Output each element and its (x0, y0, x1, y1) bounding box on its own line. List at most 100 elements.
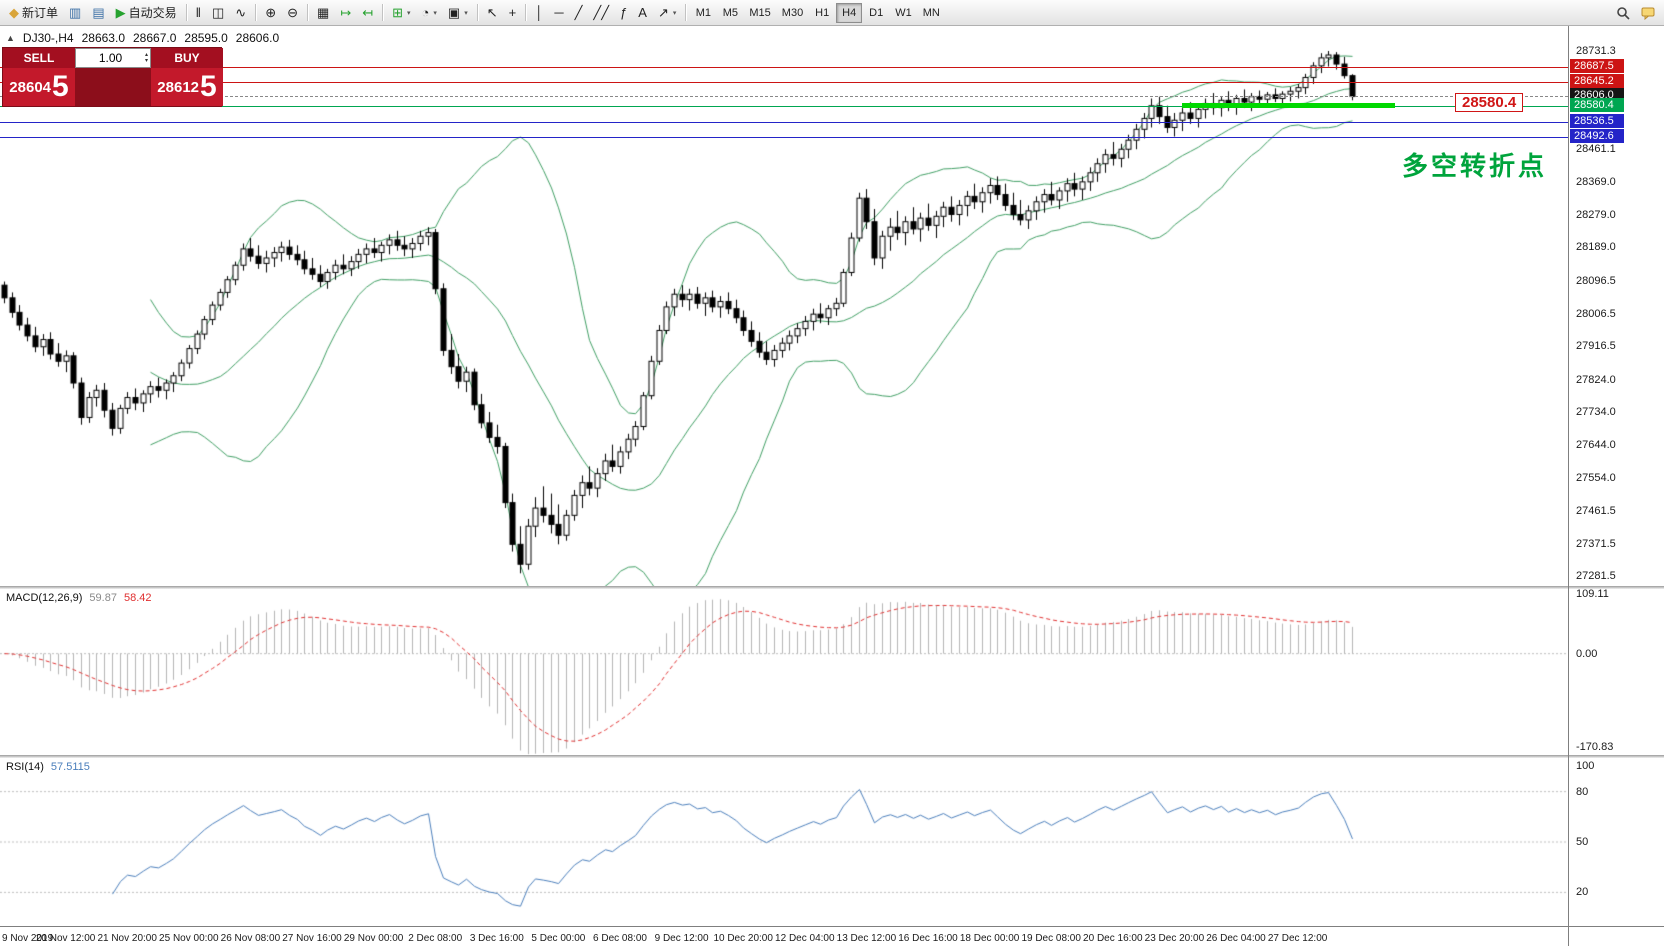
ohlc-close: 28606.0 (235, 31, 280, 45)
price-axis: 28731.3 28461.1 28369.0 28279.0 28189.0 28096… (1568, 26, 1664, 946)
hline-28687.5[interactable] (0, 66, 1568, 68)
chart-shift-button[interactable]: ↤ (357, 2, 378, 23)
tile-windows-icon: ▦ (317, 5, 330, 20)
time-label: 26 Dec 04:00 (1206, 933, 1266, 944)
key-level-segment[interactable] (1182, 103, 1395, 108)
volume-input[interactable] (76, 51, 145, 65)
time-label: 5 Dec 00:00 (531, 933, 586, 944)
bars-chart-icon: ‖ (195, 5, 201, 20)
sell-price-main: 28604 (9, 78, 52, 96)
time-label: 23 Dec 20:00 (1144, 933, 1205, 944)
price-chart-canvas[interactable] (0, 26, 1568, 586)
rsi-value: 57.5115 (50, 761, 90, 773)
timeframe-button-mn[interactable]: MN (918, 3, 945, 23)
time-label: 25 Nov 00:00 (159, 933, 219, 944)
one-click-divider (75, 68, 151, 106)
axis-label: 28369.0 (1576, 176, 1616, 189)
buy-price-big: 5 (200, 70, 217, 103)
axis-tag-28492.6: 28492.6 (1570, 129, 1624, 144)
annotation-text[interactable]: 多空转折点 (1402, 151, 1548, 181)
tile-windows-button[interactable]: ▦ (312, 2, 334, 23)
axis-tag-28580.4: 28580.4 (1570, 97, 1624, 112)
market-watch-icon: ▤ (92, 5, 105, 20)
rsi-panel-canvas[interactable] (0, 758, 1568, 926)
hline-28536.5[interactable] (0, 121, 1568, 123)
timeframe-button-m5[interactable]: M5 (717, 3, 743, 23)
search-button[interactable] (1611, 2, 1635, 23)
sell-button[interactable]: SELL 28604 5 (3, 48, 75, 106)
toolbar-separator (255, 4, 257, 21)
market-watch-button[interactable]: ▤ (87, 2, 109, 23)
time-label: 19 Dec 08:00 (1021, 933, 1081, 944)
candles-chart-icon: ◫ (212, 5, 225, 20)
timeframe-button-h1[interactable]: H1 (809, 3, 835, 23)
timeframe-button-m15[interactable]: M15 (744, 3, 775, 23)
line-chart-button[interactable]: ∿ (230, 2, 251, 23)
macd-name: MACD(12,26,9) (6, 592, 83, 604)
hline-28492.6[interactable] (0, 136, 1568, 138)
periods-icon: ◔ (421, 5, 430, 20)
macd-signal-value: 58.42 (123, 592, 152, 604)
sell-price: 28604 5 (3, 68, 75, 106)
indicators-button[interactable]: ⊞ ▾ (387, 2, 415, 23)
chart-window-button[interactable]: ▥ (64, 2, 86, 23)
hline-28645.2[interactable] (0, 81, 1568, 83)
zoom-in-icon: ⊕ (265, 5, 277, 20)
panel-separator[interactable] (0, 755, 1664, 758)
vertical-line-button[interactable]: │ (530, 2, 548, 23)
timeframe-button-h4[interactable]: H4 (836, 2, 863, 23)
toolbar-separator (307, 4, 309, 21)
indicators-icon: ⊞ (392, 5, 404, 20)
timeframe-button-m30[interactable]: M30 (777, 3, 808, 23)
channel-button[interactable]: ╱╱ (588, 2, 614, 23)
hline-28580.4[interactable] (0, 105, 1568, 107)
crosshair-button[interactable]: + (504, 2, 522, 23)
axis-label: 28731.3 (1576, 44, 1616, 57)
templates-button[interactable]: ▣ ▾ (443, 2, 473, 23)
horizontal-line-button[interactable]: ─ (549, 2, 568, 23)
axis-label: 28006.5 (1576, 307, 1616, 320)
axis-label: 28189.0 (1576, 241, 1616, 254)
auto-scroll-button[interactable]: ↦ (335, 2, 356, 23)
zoom-out-button[interactable]: ⊖ (282, 2, 303, 23)
volume-down-button[interactable]: ▾ (144, 58, 148, 64)
zoom-in-button[interactable]: ⊕ (260, 2, 281, 23)
cursor-button[interactable]: ↖ (482, 2, 503, 23)
timeframe-button-w1[interactable]: W1 (890, 3, 917, 23)
key-level-price-label[interactable]: 28580.4 (1455, 93, 1524, 112)
candles-chart-button[interactable]: ◫ (207, 2, 229, 23)
axis-label: 27824.0 (1576, 373, 1616, 386)
toolbar-separator (185, 4, 187, 21)
toolbar-button-label: 新订单 (22, 6, 59, 20)
messages-button[interactable] (1636, 2, 1660, 23)
one-click-collapse-toggle[interactable]: ▲ (6, 33, 15, 43)
new-order-button[interactable]: ◆ 新订单 (4, 2, 63, 23)
vertical-line-icon: │ (535, 5, 544, 20)
rsi-axis-label: 100 (1576, 760, 1595, 772)
trendline-button[interactable]: ╱ (570, 2, 588, 23)
axis-label: 27554.0 (1576, 471, 1616, 484)
buy-button[interactable]: BUY 28612 5 (151, 48, 223, 106)
toolbar-separator (685, 4, 687, 21)
macd-axis-label: 109.11 (1576, 587, 1609, 600)
message-icon (1641, 7, 1655, 20)
text-button[interactable]: A (633, 2, 652, 23)
fibonacci-button[interactable]: ƒ (615, 2, 632, 23)
time-label: 13 Dec 12:00 (836, 933, 897, 944)
buy-label: BUY (151, 48, 223, 68)
bid-price-line (0, 95, 1568, 97)
arrows-button[interactable]: ↗ ▾ (653, 2, 681, 23)
bars-chart-button[interactable]: ‖ (191, 2, 206, 23)
timeframe-button-d1[interactable]: D1 (863, 3, 889, 23)
time-label: 29 Nov 00:00 (343, 933, 404, 944)
dropdown-caret-icon: ▾ (464, 9, 468, 17)
timeframe-button-m1[interactable]: M1 (690, 3, 716, 23)
autotrading-button[interactable]: ▶ 自动交易 (111, 2, 182, 23)
volume-up-button[interactable]: ▴ (144, 52, 148, 58)
axis-label: 28279.0 (1576, 208, 1616, 221)
panel-separator[interactable] (0, 586, 1664, 589)
periods-button[interactable]: ◔ ▾ (417, 2, 442, 23)
macd-panel-canvas[interactable] (0, 589, 1568, 755)
axis-label: 27371.5 (1576, 537, 1616, 550)
symbol-ohlc-label: ▲ DJ30-,H4 28663.0 28667.0 28595.0 28606… (6, 31, 279, 45)
